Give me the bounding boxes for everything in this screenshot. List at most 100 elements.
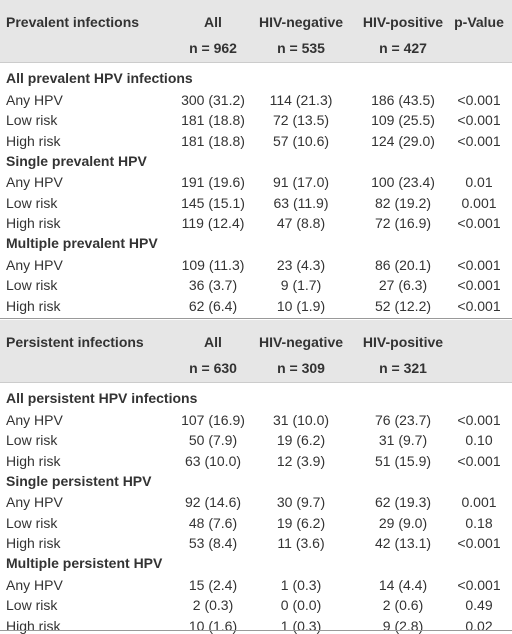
cell: <0.001 (457, 112, 501, 129)
row-label: Low risk (6, 194, 58, 211)
cell: <0.001 (457, 411, 501, 428)
cell: 181 (18.8) (181, 132, 245, 149)
cell: 42 (13.1) (374, 535, 432, 552)
cell: 86 (20.1) (374, 256, 432, 273)
row-label: High risk (6, 132, 61, 149)
cell: <0.001 (457, 256, 501, 273)
cell: 63 (11.9) (273, 194, 329, 211)
row-label: Low risk (6, 277, 58, 294)
cell: 19 (6.2) (276, 514, 326, 531)
cell: 36 (3.7) (188, 277, 238, 294)
cell: 76 (23.7) (374, 411, 432, 428)
cell: 100 (23.4) (371, 174, 435, 190)
cell: 82 (19.2) (374, 194, 432, 211)
cell: 14 (4.4) (378, 576, 428, 593)
cell: 63 (10.0) (184, 452, 242, 469)
rule (0, 382, 512, 383)
cell: 51 (15.9) (374, 452, 432, 469)
cell: 2 (0.3) (192, 597, 234, 614)
group-title: Single prevalent HPV (6, 152, 147, 169)
row-label: Any HPV (6, 174, 63, 190)
cell: 186 (43.5) (371, 91, 435, 108)
row-label: Low risk (6, 112, 58, 129)
row-label: High risk (6, 535, 61, 552)
cell: 31 (10.0) (272, 411, 330, 428)
cell: 23 (4.3) (276, 256, 326, 273)
cell: 31 (9.7) (378, 432, 428, 449)
row-label: Any HPV (6, 256, 63, 273)
cell: <0.001 (457, 277, 501, 294)
cell: 91 (17.0) (272, 174, 330, 190)
cell: 119 (12.4) (181, 215, 245, 232)
cell: 30 (9.7) (276, 494, 326, 510)
row-label: Any HPV (6, 411, 63, 428)
cell: <0.001 (457, 132, 501, 149)
cell: 53 (8.4) (188, 535, 238, 552)
row-label: Any HPV (6, 494, 63, 510)
cell: 19 (6.2) (276, 432, 326, 449)
sample-size: n = 535 (277, 40, 325, 56)
row-label: Any HPV (6, 576, 63, 593)
cell: 72 (16.9) (374, 215, 432, 232)
column-header: Prevalent infections (6, 14, 140, 30)
cell: 109 (25.5) (371, 112, 435, 129)
cell: 107 (16.9) (181, 411, 245, 428)
cell: 2 (0.6) (382, 597, 424, 614)
column-header: p-Value (454, 14, 504, 30)
cell: 0.001 (461, 494, 497, 510)
sample-size: n = 630 (189, 360, 237, 376)
cell: 0.49 (465, 597, 493, 614)
row-label: Low risk (6, 597, 58, 614)
row-label: Low risk (6, 432, 58, 449)
cell: 15 (2.4) (188, 576, 238, 593)
cell: 62 (19.3) (374, 494, 432, 510)
rule (0, 62, 512, 63)
cell: 0.01 (465, 174, 493, 190)
header-background (0, 0, 512, 62)
cell: 12 (3.9) (276, 452, 326, 469)
column-header: Persistent infections (6, 334, 144, 350)
rule (0, 318, 512, 319)
cell: 1 (0.3) (280, 617, 322, 634)
cell: 27 (6.3) (378, 277, 428, 294)
sample-size: n = 309 (277, 360, 325, 376)
cell: 10 (1.9) (276, 297, 326, 314)
row-label: Any HPV (6, 91, 63, 108)
row-label: High risk (6, 297, 61, 314)
cell: 124 (29.0) (371, 132, 435, 149)
cell: <0.001 (457, 297, 501, 314)
cell: <0.001 (457, 91, 501, 108)
group-title: All persistent HPV infections (6, 390, 198, 406)
cell: 62 (6.4) (188, 297, 238, 314)
group-title: Multiple persistent HPV (6, 555, 163, 571)
cell: 29 (9.0) (378, 514, 428, 531)
row-label: High risk (6, 617, 61, 634)
row-label: Low risk (6, 514, 58, 531)
column-header: HIV-positive (362, 334, 444, 350)
group-title: All prevalent HPV infections (6, 70, 193, 86)
column-header: HIV-negative (258, 14, 344, 30)
cell: 11 (3.6) (277, 535, 325, 552)
sample-size: n = 427 (379, 40, 427, 56)
cell: 92 (14.6) (184, 494, 242, 510)
cell: 0.10 (465, 432, 493, 449)
row-label: High risk (6, 452, 61, 469)
header-background (0, 320, 512, 382)
cell: 300 (31.2) (181, 91, 245, 108)
cell: 9 (2.8) (382, 617, 424, 634)
cell: 181 (18.8) (181, 112, 245, 129)
group-title: Single persistent HPV (6, 472, 152, 489)
row-label: High risk (6, 215, 61, 232)
cell: 191 (19.6) (181, 174, 245, 190)
rule (0, 630, 512, 631)
column-header: HIV-negative (258, 334, 344, 350)
sample-size: n = 962 (189, 40, 237, 56)
cell: 47 (8.8) (276, 215, 326, 232)
sample-size: n = 321 (379, 360, 427, 376)
cell: <0.001 (457, 576, 501, 593)
column-header: HIV-positive (362, 14, 444, 30)
cell: 0 (0.0) (280, 597, 322, 614)
cell: 10 (1.6) (188, 617, 238, 634)
column-header: All (204, 334, 222, 350)
column-header: All (204, 14, 222, 30)
